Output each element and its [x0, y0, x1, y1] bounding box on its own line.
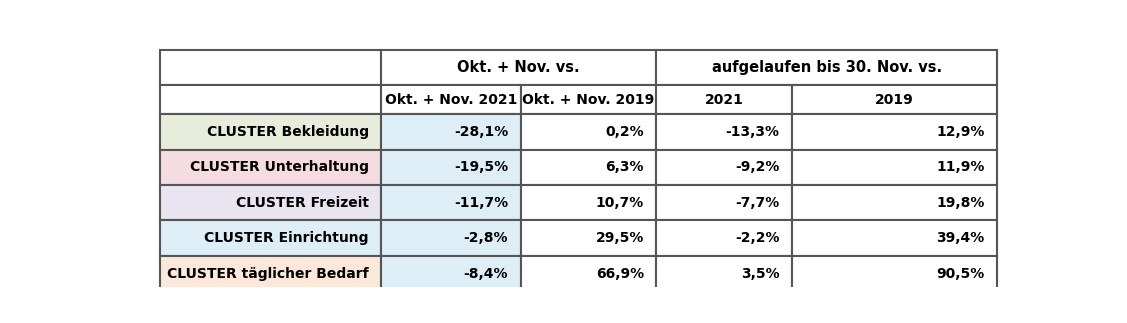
Text: CLUSTER Bekleidung: CLUSTER Bekleidung [206, 125, 369, 139]
Bar [521, 114, 656, 150]
Bar [656, 256, 792, 291]
Bar [792, 256, 997, 291]
Bar [160, 50, 381, 85]
Text: aufgelaufen bis 30. Nov. vs.: aufgelaufen bis 30. Nov. vs. [711, 60, 942, 75]
Text: 19,8%: 19,8% [937, 196, 985, 210]
Text: 12,9%: 12,9% [937, 125, 985, 139]
Bar [160, 221, 381, 256]
Text: 29,5%: 29,5% [595, 231, 644, 245]
Text: -2,2%: -2,2% [735, 231, 780, 245]
Bar [792, 221, 997, 256]
Text: -11,7%: -11,7% [454, 196, 508, 210]
Text: CLUSTER Freizeit: CLUSTER Freizeit [236, 196, 369, 210]
Bar [160, 85, 381, 114]
Bar [381, 221, 521, 256]
Bar [656, 50, 997, 85]
Bar [521, 221, 656, 256]
Bar [656, 150, 792, 185]
Text: CLUSTER Unterhaltung: CLUSTER Unterhaltung [189, 160, 369, 174]
Bar [792, 114, 997, 150]
Bar [381, 85, 521, 114]
Bar [521, 185, 656, 221]
Bar [160, 114, 381, 150]
Bar [160, 256, 381, 291]
Bar [521, 150, 656, 185]
Bar [160, 150, 381, 185]
Bar [656, 221, 792, 256]
Bar [521, 85, 656, 114]
Text: -8,4%: -8,4% [463, 266, 508, 281]
Text: -2,8%: -2,8% [463, 231, 508, 245]
Text: CLUSTER Einrichtung: CLUSTER Einrichtung [204, 231, 369, 245]
Bar [381, 50, 656, 85]
Bar [381, 114, 521, 150]
Text: 6,3%: 6,3% [605, 160, 644, 174]
Text: -13,3%: -13,3% [726, 125, 780, 139]
Text: 2021: 2021 [704, 93, 744, 107]
Text: 66,9%: 66,9% [596, 266, 644, 281]
Text: 0,2%: 0,2% [605, 125, 644, 139]
Bar [656, 114, 792, 150]
Text: -7,7%: -7,7% [735, 196, 780, 210]
Text: 90,5%: 90,5% [937, 266, 985, 281]
Bar [656, 185, 792, 221]
Bar [160, 185, 381, 221]
Text: 39,4%: 39,4% [937, 231, 985, 245]
Text: Okt. + Nov. vs.: Okt. + Nov. vs. [458, 60, 580, 75]
Bar [381, 150, 521, 185]
Text: 11,9%: 11,9% [937, 160, 985, 174]
Text: -9,2%: -9,2% [735, 160, 780, 174]
Text: Okt. + Nov. 2019: Okt. + Nov. 2019 [522, 93, 655, 107]
Bar [792, 185, 997, 221]
Text: CLUSTER täglicher Bedarf: CLUSTER täglicher Bedarf [167, 266, 369, 281]
Bar [792, 85, 997, 114]
Bar [381, 185, 521, 221]
Text: Okt. + Nov. 2021: Okt. + Nov. 2021 [384, 93, 517, 107]
Bar [792, 150, 997, 185]
Bar [521, 256, 656, 291]
Text: 10,7%: 10,7% [595, 196, 644, 210]
Bar [656, 85, 792, 114]
Text: -28,1%: -28,1% [454, 125, 508, 139]
Text: 2019: 2019 [876, 93, 914, 107]
Text: 3,5%: 3,5% [740, 266, 780, 281]
Text: -19,5%: -19,5% [454, 160, 508, 174]
Bar [381, 256, 521, 291]
